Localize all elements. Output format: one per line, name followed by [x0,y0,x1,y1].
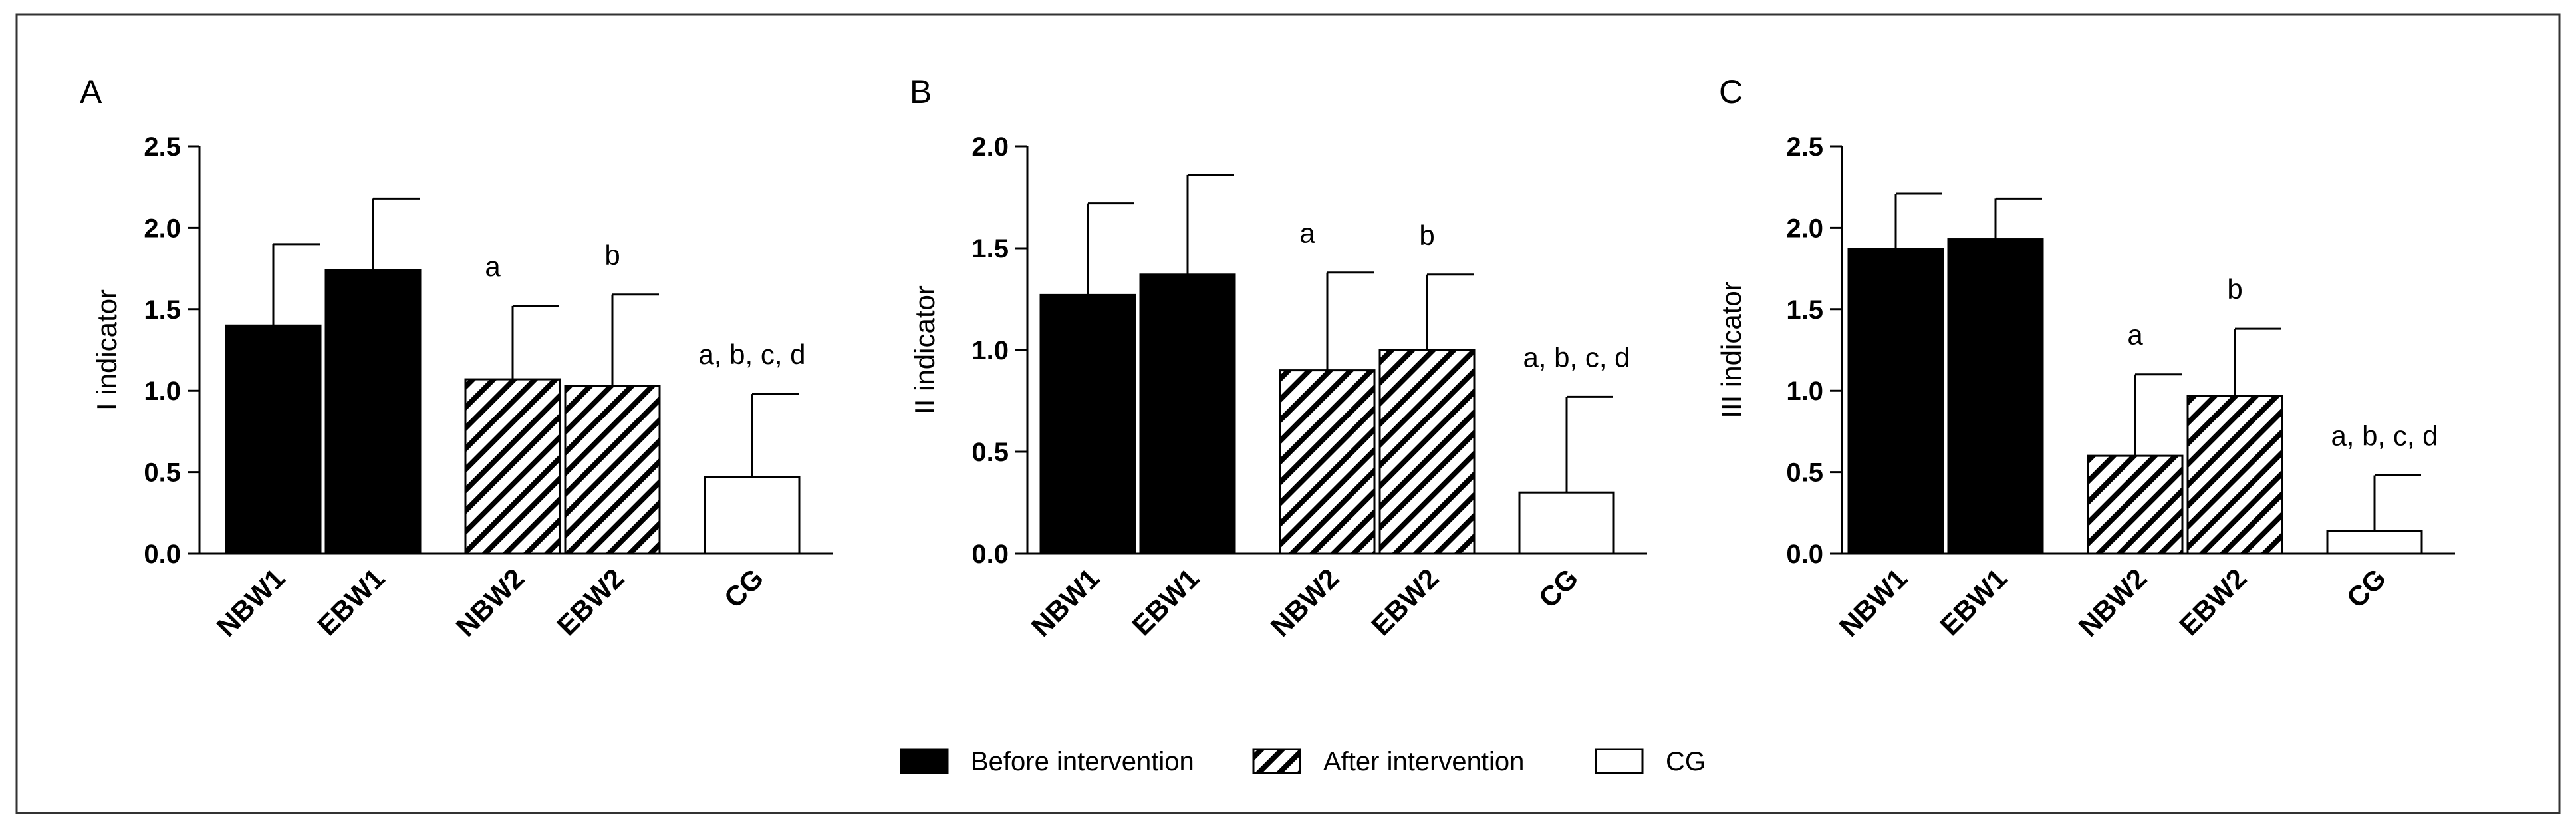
y-axis-title: I indicator [91,289,122,411]
significance-label: a, b, c, d [698,339,805,370]
bar-nbw2 [1279,369,1376,555]
bar-nbw2 [464,378,561,555]
bar-cg [1518,491,1615,555]
significance-label: b [2227,273,2242,305]
panel-letter: B [910,73,932,110]
y-tick-label: 2.5 [1786,132,1823,162]
legend-swatch-after [1252,748,1301,774]
legend: Before intervention After intervention CG [900,747,1706,776]
y-axis-title: III indicator [1716,281,1747,418]
bar-nbw1 [225,324,322,555]
bar-nbw1 [1039,293,1136,555]
bar-ebw2 [564,385,661,555]
y-tick-label: 0.0 [144,540,181,569]
y-tick-label: 1.0 [144,377,181,406]
y-tick-label: 1.5 [144,295,181,325]
significance-label: a [2127,319,2143,351]
y-tick-label: 2.0 [1786,214,1823,243]
legend-label: After intervention [1323,747,1524,776]
y-tick-label: 2.0 [144,214,181,243]
y-tick-label: 2.0 [971,132,1009,162]
y-tick-label: 0.0 [1786,540,1823,569]
y-tick-label: 0.5 [1786,458,1823,488]
legend-item-after: After intervention [1252,747,1524,776]
significance-label: a [485,251,501,282]
significance-label: a, b, c, d [2331,420,2438,451]
significance-label: b [1419,220,1434,251]
y-tick-label: 0.0 [971,540,1009,569]
y-tick-label: 1.0 [971,336,1009,365]
bar-ebw1 [1139,273,1236,555]
y-tick-label: 0.5 [144,458,181,488]
y-tick-label: 0.5 [971,438,1009,467]
y-axis-title: II indicator [909,285,940,415]
panel-letter: A [80,73,102,110]
y-tick-label: 1.0 [1786,377,1823,406]
bar-ebw2 [1378,349,1476,555]
bar-cg [704,476,801,555]
legend-label: Before intervention [971,747,1194,776]
legend-swatch-cg [1595,748,1644,774]
bar-ebw1 [324,269,422,555]
bar-ebw2 [2186,395,2283,555]
significance-label: a [1299,218,1315,249]
legend-item-before: Before intervention [900,747,1194,776]
bar-nbw2 [2087,454,2184,555]
legend-item-cg: CG [1595,747,1706,776]
legend-swatch-before [900,748,949,774]
legend-label: CG [1666,747,1706,776]
significance-label: a, b, c, d [1523,341,1630,373]
bar-cg [2326,530,2423,555]
significance-label: b [604,240,620,271]
y-tick-label: 2.5 [144,132,181,162]
bar-nbw1 [1847,248,1944,555]
y-tick-label: 1.5 [1786,295,1823,325]
bar-ebw1 [1947,238,2044,555]
panel-letter: C [1719,73,1743,110]
y-tick-label: 1.5 [971,234,1009,263]
